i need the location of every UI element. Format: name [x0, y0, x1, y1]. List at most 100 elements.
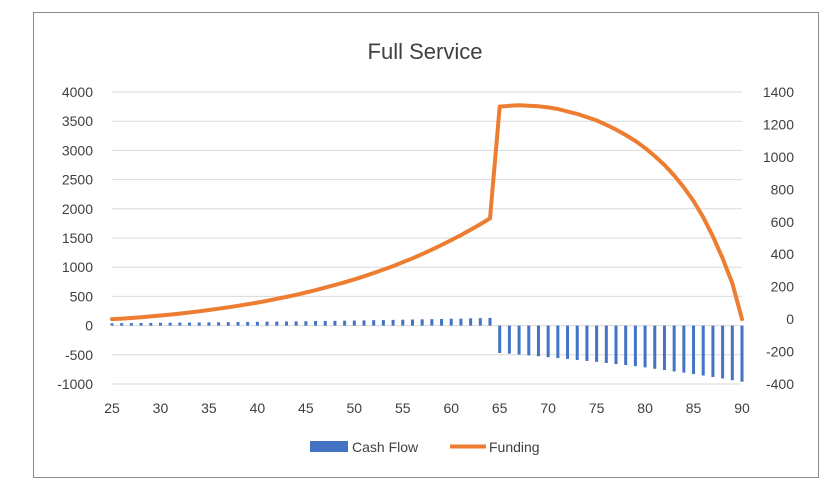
x-tick-label: 50	[347, 400, 363, 416]
right-tick-label: 0	[786, 311, 794, 327]
left-tick-label: -500	[65, 347, 93, 363]
right-tick-label: 200	[771, 279, 795, 295]
cash-flow-bar	[643, 325, 647, 368]
cash-flow-bar	[246, 321, 250, 326]
cash-flow-bar	[662, 325, 666, 370]
left-tick-label: 500	[70, 288, 94, 304]
cash-flow-bar	[207, 322, 211, 326]
cash-flow-bar	[498, 325, 502, 354]
x-tick-label: 40	[250, 400, 266, 416]
cash-flow-bar	[469, 318, 473, 326]
cash-flow-bar	[692, 325, 696, 375]
cash-flow-bar	[420, 319, 424, 326]
cash-flow-bar	[701, 325, 705, 376]
left-tick-label: 1500	[62, 230, 93, 246]
x-tick-label: 65	[492, 400, 508, 416]
cash-flow-bar	[381, 320, 385, 326]
legend-swatch-cash-flow	[310, 441, 348, 452]
left-tick-label: 0	[85, 318, 93, 334]
cash-flow-bar	[672, 325, 676, 372]
funding-line	[110, 103, 744, 322]
cash-flow-bar	[294, 321, 298, 326]
right-tick-label: 600	[771, 214, 795, 230]
cash-flow-bar	[168, 322, 172, 326]
cash-flow-bar	[265, 321, 269, 326]
cash-flow-bar	[314, 321, 318, 326]
legend-label-funding: Funding	[489, 439, 540, 455]
cash-flow-bar	[255, 321, 259, 326]
x-tick-label: 75	[589, 400, 605, 416]
x-tick-label: 80	[637, 400, 653, 416]
cash-flow-bar	[556, 325, 560, 359]
cash-flow-bar	[682, 325, 686, 373]
legend: Cash Flow Funding	[310, 439, 540, 455]
cash-flow-bar	[624, 325, 628, 366]
cash-flow-bar	[323, 320, 327, 326]
cash-flow-bar	[217, 322, 221, 326]
cash-flow-bar	[517, 325, 521, 355]
cash-flow-bar	[226, 322, 230, 326]
left-tick-label: 3500	[62, 113, 93, 129]
cash-flow-bar	[188, 322, 192, 326]
cash-flow-bar	[120, 323, 124, 326]
left-tick-label: 1000	[62, 259, 93, 275]
right-tick-label: 1000	[763, 149, 794, 165]
cash-flow-bar	[362, 320, 366, 326]
cash-flow-bar	[343, 320, 347, 326]
right-axis-ticks: 1400 1200 1000 800 600 400 200 0 -200 -400	[763, 84, 794, 392]
right-tick-label: 1200	[763, 116, 794, 132]
cash-flow-bar	[178, 322, 182, 326]
cash-flow-bar	[459, 318, 463, 326]
right-tick-label: 1400	[763, 84, 794, 100]
cash-flow-bar	[440, 319, 444, 326]
x-tick-label: 35	[201, 400, 217, 416]
cash-flow-bar	[352, 320, 356, 326]
cash-flow-bar	[372, 320, 376, 326]
cash-flow-bar	[401, 319, 405, 326]
cash-flow-bar	[129, 323, 133, 326]
cash-flow-bar	[197, 322, 201, 326]
right-tick-label: -200	[766, 344, 794, 360]
cash-flow-bar	[546, 325, 550, 358]
x-tick-label: 70	[540, 400, 556, 416]
cash-flow-bar	[507, 325, 511, 354]
gridlines	[112, 91, 742, 385]
cash-flow-bar	[275, 321, 279, 326]
cash-flow-bar	[730, 325, 734, 381]
cash-flow-bar	[614, 325, 618, 365]
cash-flow-bar	[653, 325, 657, 369]
cash-flow-bar	[139, 322, 143, 326]
cash-flow-bar	[478, 318, 482, 326]
left-tick-label: 2500	[62, 172, 93, 188]
left-axis-ticks: 4000 3500 3000 2500 2000 1500 1000 500 0 -500 -100…	[57, 84, 93, 392]
x-tick-label: 55	[395, 400, 411, 416]
left-tick-label: 3000	[62, 142, 93, 158]
x-tick-label: 30	[153, 400, 169, 416]
cash-flow-bar	[536, 325, 540, 357]
cash-flow-bar	[158, 322, 162, 326]
chart-frame: Full Service 4000 3500 3000 2500 2000 1500 100…	[33, 12, 819, 478]
cash-flow-bar	[740, 325, 744, 382]
cash-flow-bar	[575, 325, 579, 361]
cash-flow-bar	[585, 325, 589, 361]
cash-flow-bar	[410, 319, 414, 326]
cash-flow-bar	[333, 320, 337, 326]
cash-flow-bar	[430, 319, 434, 326]
cash-flow-bar	[721, 325, 725, 379]
cash-flow-bar	[284, 321, 288, 326]
cash-flow-bar	[110, 323, 114, 326]
combo-chart: Full Service 400035003000250020001500100…	[57, 39, 794, 455]
x-tick-label: 25	[104, 400, 120, 416]
cash-flow-bar	[566, 325, 570, 359]
left-tick-label: -1000	[57, 376, 93, 392]
cash-flow-bar	[633, 325, 637, 367]
cash-flow-bar	[595, 325, 599, 362]
left-tick-label: 4000	[62, 84, 93, 100]
cash-flow-bar	[527, 325, 531, 356]
cash-flow-bar	[149, 322, 153, 326]
cash-flow-bar	[304, 321, 308, 326]
x-axis-ticks: 25 30 35 40 45 50 55 60 65 70 75 80 85 90	[104, 400, 750, 416]
cash-flow-bar	[391, 319, 395, 326]
cash-flow-bar	[604, 325, 608, 363]
x-tick-label: 85	[686, 400, 702, 416]
